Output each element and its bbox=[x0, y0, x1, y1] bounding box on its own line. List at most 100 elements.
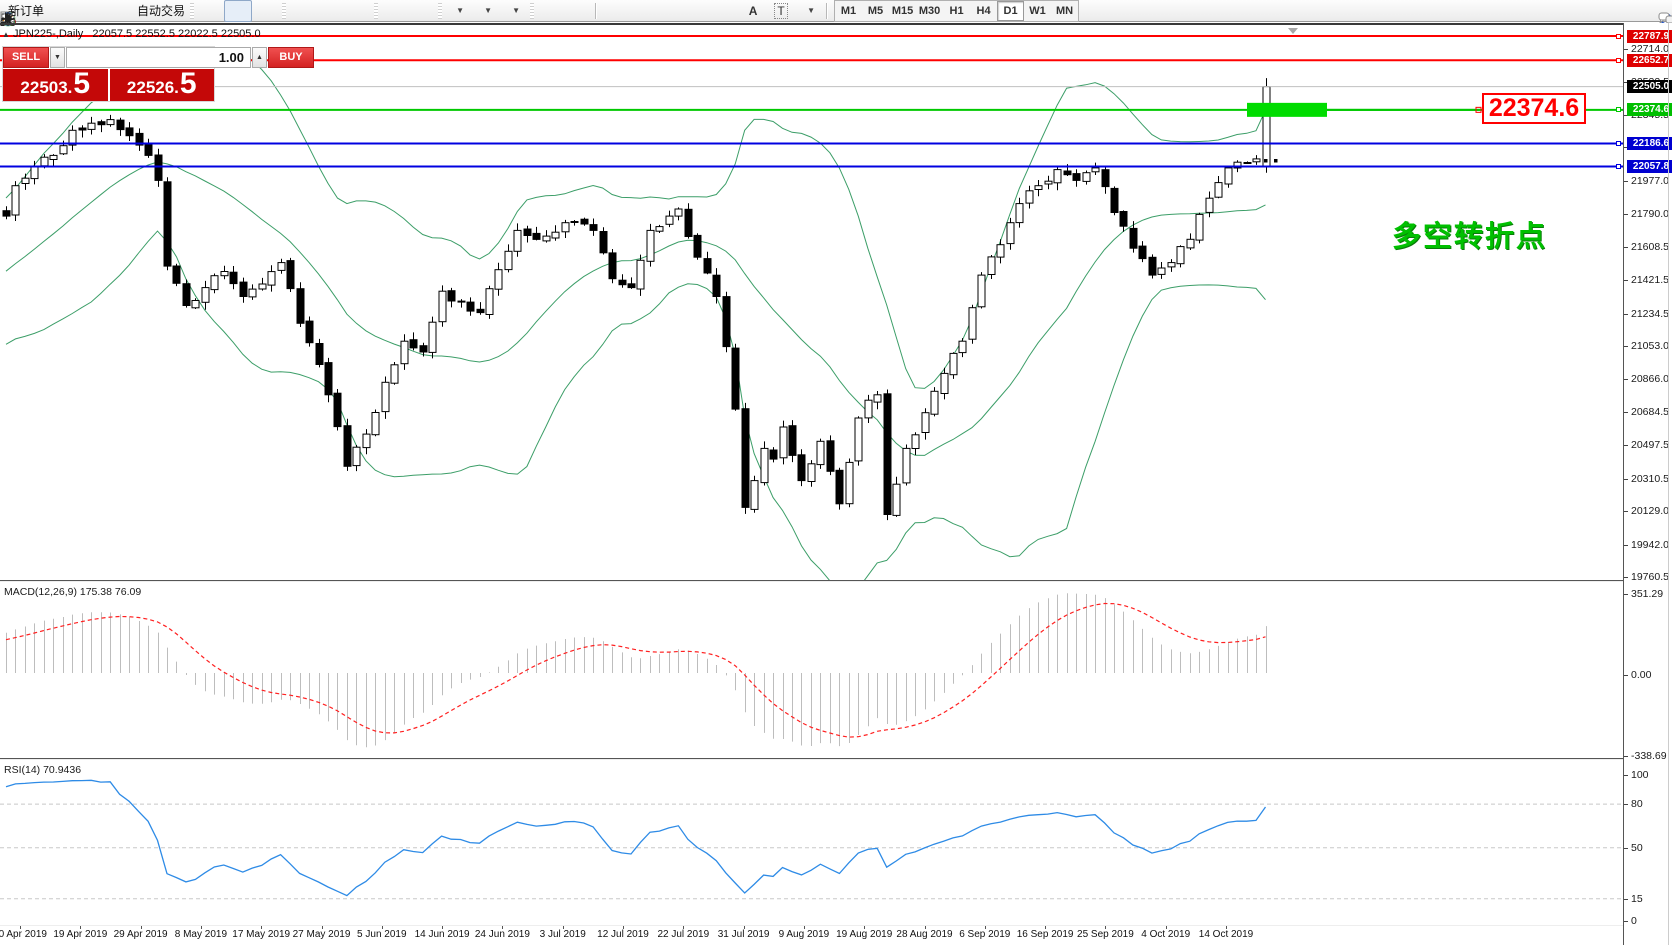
date-axis[interactable]: 10 Apr 2019 19 Apr 2019 29 Apr 2019 8 May 2… bbox=[0, 926, 1623, 945]
trade-panel-controls: SELL ▼ ▲ BUY bbox=[3, 47, 314, 68]
toolbar-separator bbox=[438, 2, 443, 19]
candle bbox=[1044, 175, 1053, 190]
text-label-tool-button[interactable]: T bbox=[767, 0, 795, 22]
bar-chart-button[interactable] bbox=[3, 0, 224, 24]
date-label: 25 Sep 2019 bbox=[1077, 929, 1134, 940]
candle bbox=[968, 304, 977, 344]
buy-price[interactable]: 22526. 5 bbox=[109, 68, 214, 101]
macd-axis-tick bbox=[1624, 594, 1628, 595]
volume-input[interactable] bbox=[66, 47, 251, 68]
timeframe-button-M30[interactable]: M30 bbox=[918, 4, 941, 17]
timeframe-button-M1[interactable]: M1 bbox=[840, 4, 857, 17]
window-right-edge bbox=[1668, 23, 1669, 945]
date-tick bbox=[562, 926, 564, 929]
rsi-canvas[interactable] bbox=[0, 760, 1623, 925]
date-tick bbox=[1226, 926, 1227, 929]
line-chart-button[interactable] bbox=[1, 0, 280, 23]
timeframe-button-M15[interactable]: M15 bbox=[891, 4, 914, 17]
candle bbox=[608, 249, 617, 284]
rsi-axis-label: 80 bbox=[1631, 798, 1643, 810]
timeframe-button-D1[interactable]: D1 bbox=[997, 0, 1025, 21]
signals-button[interactable] bbox=[0, 0, 131, 26]
dot-marker bbox=[1264, 159, 1268, 163]
tile-windows-button[interactable] bbox=[2, 0, 372, 25]
candle bbox=[352, 445, 361, 472]
candlestick-chart-button[interactable] bbox=[2, 0, 253, 25]
text-tool-button[interactable]: A bbox=[739, 0, 767, 22]
pane-splitter[interactable] bbox=[0, 580, 1672, 582]
candle bbox=[570, 220, 579, 226]
volume-up-button[interactable]: ▲ bbox=[252, 47, 267, 68]
trade-panel-toggle[interactable]: ▲ bbox=[2, 30, 10, 39]
main-chart-canvas[interactable] bbox=[0, 25, 1623, 580]
candle bbox=[712, 268, 721, 304]
rsi-axis-tick bbox=[1624, 921, 1628, 922]
zoom-out-button[interactable] bbox=[2, 0, 344, 26]
timeframe-button-W1[interactable]: W1 bbox=[1029, 4, 1046, 17]
timeframe-button-M5[interactable]: M5 bbox=[867, 4, 884, 17]
pane-splitter[interactable] bbox=[0, 758, 1672, 760]
horizontal-line-button[interactable] bbox=[2, 0, 655, 22]
candle bbox=[49, 154, 58, 167]
timeframe-button-MN[interactable]: MN bbox=[1055, 4, 1074, 17]
zoom-in-button[interactable] bbox=[2, 0, 316, 26]
market-watch-button[interactable] bbox=[1, 0, 75, 25]
candle bbox=[835, 467, 844, 510]
arrows-tool-button[interactable]: ▼ bbox=[2, 0, 823, 24]
cursor-button[interactable] bbox=[5, 0, 564, 25]
price-line-label: 22505.0 bbox=[1627, 80, 1672, 93]
candle bbox=[210, 273, 219, 294]
candle bbox=[854, 416, 863, 466]
date-tick bbox=[1045, 926, 1047, 929]
data-window-button[interactable] bbox=[1, 0, 103, 24]
fibonacci-button[interactable]: F bbox=[2, 0, 739, 27]
price-axis[interactable] bbox=[1623, 23, 1672, 945]
vertical-line-button[interactable] bbox=[7, 0, 627, 25]
price-tick-mark bbox=[1624, 280, 1628, 281]
timeframe-button-H4[interactable]: H4 bbox=[976, 4, 991, 17]
candle bbox=[182, 279, 191, 308]
candle bbox=[1006, 217, 1015, 250]
sell-button[interactable]: SELL bbox=[3, 47, 49, 68]
volume-down-button[interactable]: ▼ bbox=[50, 47, 65, 68]
auto-trading-button[interactable]: 自动交易 bbox=[0, 0, 188, 26]
templates-button[interactable]: ▼ bbox=[1, 0, 528, 24]
candle bbox=[343, 418, 352, 471]
date-label: 19 Apr 2019 bbox=[53, 929, 108, 940]
price-callout-box[interactable]: 22374.6 bbox=[1482, 93, 1586, 124]
cn-annotation-text[interactable]: 多空转折点 bbox=[1392, 221, 1548, 253]
sell-price[interactable]: 22503. 5 bbox=[3, 68, 108, 101]
candle bbox=[987, 255, 996, 279]
macd-canvas[interactable] bbox=[0, 582, 1623, 758]
price-tick-label: 20497.5 bbox=[1631, 439, 1669, 451]
price-tick-label: 21234.5 bbox=[1631, 308, 1669, 320]
price-tick-mark bbox=[1624, 346, 1628, 347]
trendline-button[interactable] bbox=[0, 0, 683, 26]
candle bbox=[333, 389, 342, 431]
price-tick-label: 20310.5 bbox=[1631, 473, 1669, 485]
candle bbox=[921, 408, 930, 440]
price-tick-mark bbox=[1624, 147, 1628, 148]
chart-shift-button[interactable] bbox=[3, 0, 436, 25]
price-tick-mark bbox=[1624, 214, 1628, 215]
macd-axis-label: -338.69 bbox=[1631, 750, 1667, 762]
date-label: 19 Aug 2019 bbox=[836, 929, 893, 940]
periods-button[interactable]: ▼ bbox=[1, 0, 500, 26]
indicators-button[interactable]: ▼ bbox=[0, 0, 472, 25]
equidistant-channel-button[interactable]: E bbox=[0, 0, 711, 27]
candle bbox=[693, 233, 702, 260]
price-line-pointer bbox=[1616, 58, 1621, 63]
buy-button[interactable]: BUY bbox=[268, 47, 314, 68]
pane-splitter[interactable] bbox=[0, 925, 1672, 926]
text-tool-letter: A bbox=[748, 3, 758, 18]
candles-series bbox=[2, 78, 1271, 521]
date-label: 6 Sep 2019 bbox=[959, 929, 1011, 940]
candle bbox=[30, 160, 39, 185]
bollinger-bands bbox=[5, 49, 1266, 580]
crosshair-button[interactable] bbox=[1, 0, 592, 26]
candle bbox=[116, 117, 125, 136]
candle bbox=[674, 207, 683, 221]
auto-scroll-button[interactable] bbox=[3, 0, 408, 25]
candle bbox=[144, 138, 153, 158]
timeframe-button-H1[interactable]: H1 bbox=[949, 4, 964, 17]
